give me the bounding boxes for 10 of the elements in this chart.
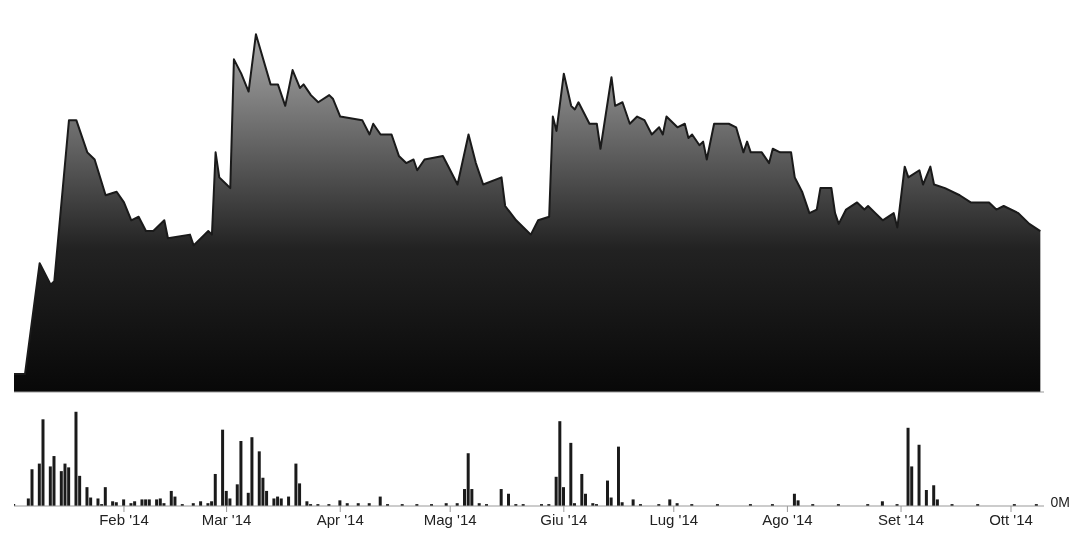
x-tick-label: Feb '14 [99,510,149,528]
x-tick-label: Giu '14 [540,510,588,528]
x-tick-label: Mar '14 [201,510,252,528]
x-tick-label: Lug '14 [649,510,699,528]
x-tick-label: Apr '14 [316,510,364,528]
x-tick-label: Ago '14 [762,510,813,528]
x-tick-label: Mag '14 [423,510,477,528]
x-tick-label: Ott '14 [989,510,1033,528]
x-tick-label: Set '14 [877,510,925,528]
text: 0M [1050,494,1070,510]
